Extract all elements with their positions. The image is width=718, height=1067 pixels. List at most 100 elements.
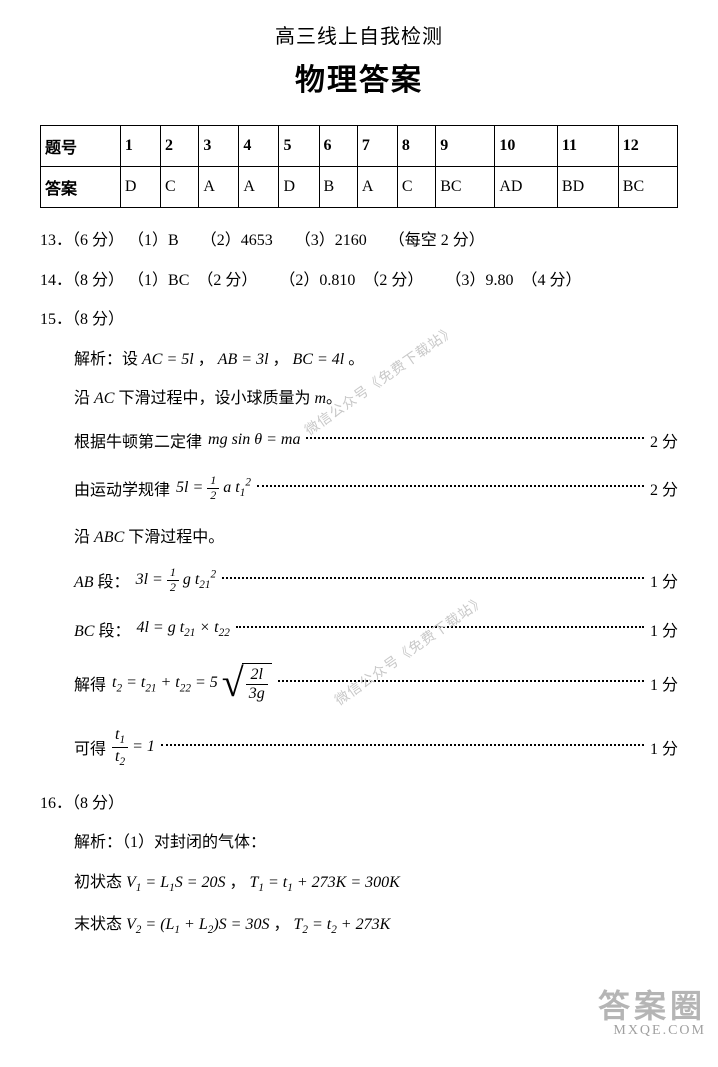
q15-ab-score: 1 分 bbox=[650, 568, 678, 592]
q15-newton-eq: mg sin θ = ma bbox=[208, 431, 300, 449]
col-header: 2 bbox=[160, 126, 198, 167]
q15-ab-row: AB 段： 3l = 12 g t212 1 分 bbox=[40, 566, 678, 595]
q15-along-ac-text: 沿 AC 下滑过程中，设小球质量为 m。 bbox=[74, 390, 342, 407]
q14-p1-score: （2 分） bbox=[197, 272, 257, 289]
dots bbox=[257, 485, 644, 487]
q13-line: 13．（6 分） （1）B （2）4653 （3）2160 （每空 2 分） bbox=[40, 228, 678, 254]
q15-ratio-score: 1 分 bbox=[650, 735, 678, 759]
q13-note: （每空 2 分） bbox=[389, 232, 485, 249]
q15-solve-score: 1 分 bbox=[650, 671, 678, 695]
q16-final-t: T2 = t2 + 273K bbox=[293, 916, 390, 933]
q15-kin-eq: 5l = 12 a t12 bbox=[176, 474, 251, 503]
q15-eq-bc: BC = 4l bbox=[293, 351, 345, 368]
q15-header: 15．（8 分） bbox=[40, 307, 678, 333]
q15-kin-score: 2 分 bbox=[650, 476, 678, 500]
q14-p3-value: 9.80 bbox=[485, 272, 513, 289]
q15-newton-row: 根据牛顿第二定律 mg sin θ = ma 2 分 bbox=[40, 428, 678, 452]
answer-cell: BD bbox=[557, 167, 618, 208]
col-header: 3 bbox=[199, 126, 239, 167]
q15-ab-eq: 3l = 12 g t212 bbox=[136, 566, 216, 595]
q14-line: 14．（8 分） （1）BC （2 分） （2）0.810 （2 分） （3）9… bbox=[40, 268, 678, 294]
q14-p2-value: 0.810 bbox=[319, 272, 355, 289]
col-header: 11 bbox=[557, 126, 618, 167]
col-header: 6 bbox=[319, 126, 357, 167]
col-header: 5 bbox=[279, 126, 319, 167]
q15-ratio-prefix: 可得 bbox=[74, 735, 106, 759]
q14-p3-score: （4 分） bbox=[521, 272, 581, 289]
q15-ratio-eq: t1 t2 = 1 bbox=[112, 726, 155, 769]
q15-bc-score: 1 分 bbox=[650, 617, 678, 641]
q13-p1-label: （1） bbox=[128, 232, 168, 249]
q15-bc-prefix: BC 段： bbox=[74, 617, 130, 641]
dots bbox=[278, 680, 644, 682]
answer-cell: A bbox=[357, 167, 397, 208]
q14-prefix: 14．（8 分） bbox=[40, 272, 124, 289]
q13-p1-value: B bbox=[168, 232, 179, 249]
q13-p3-label: （3） bbox=[295, 232, 335, 249]
q16-final-prefix: 末状态 bbox=[74, 916, 126, 933]
answer-table: 题号 1 2 3 4 5 6 7 8 9 10 11 12 答案 D C A A… bbox=[40, 125, 678, 208]
corner-url: MXQE.COM bbox=[598, 1023, 706, 1039]
row-label-header: 题号 bbox=[41, 126, 121, 167]
q15-bc-row: BC 段： 4l = g t21 × t22 1 分 bbox=[40, 617, 678, 641]
row-label-answer: 答案 bbox=[41, 167, 121, 208]
q16-init-prefix: 初状态 bbox=[74, 874, 126, 891]
dots bbox=[236, 626, 644, 628]
page: 微信公众号《免费下载站》 微信公众号《免费下载站》 高三线上自我检测 物理答案 … bbox=[0, 0, 718, 1067]
q15-newton-prefix: 根据牛顿第二定律 bbox=[74, 428, 202, 452]
q14-p1-label: （1） bbox=[128, 272, 168, 289]
q16-intro: 解析：（1）对封闭的气体： bbox=[40, 830, 678, 856]
dots bbox=[161, 744, 644, 746]
col-header: 7 bbox=[357, 126, 397, 167]
q14-p3-label: （3） bbox=[445, 272, 485, 289]
q15-solve-row: 解得 t2 = t21 + t22 = 5 √ 2l3g 1 分 bbox=[40, 663, 678, 704]
q16-init: 初状态 V1 = L1S = 20S ， T1 = t1 + 273K = 30… bbox=[40, 870, 678, 898]
q15-solve-prefix: 解得 bbox=[74, 671, 106, 695]
page-title: 物理答案 bbox=[40, 55, 678, 99]
q16-final: 末状态 V2 = (L1 + L2)S = 30S ， T2 = t2 + 27… bbox=[40, 912, 678, 940]
q15-eq-ac: AC = 5l bbox=[142, 351, 194, 368]
answer-cell: BC bbox=[436, 167, 495, 208]
q14-p2-label: （2） bbox=[279, 272, 319, 289]
q15-ratio-row: 可得 t1 t2 = 1 1 分 bbox=[40, 726, 678, 769]
q13-p3-value: 2160 bbox=[335, 232, 367, 249]
q15-kin-prefix: 由运动学规律 bbox=[74, 476, 170, 500]
watermark-1: 微信公众号《免费下载站》 bbox=[301, 320, 460, 440]
q16-init-t: T1 = t1 + 273K = 300K bbox=[250, 874, 400, 891]
answer-cell: A bbox=[199, 167, 239, 208]
q16-final-v: V2 = (L1 + L2)S = 30S bbox=[126, 916, 273, 933]
q15-ab-prefix: AB 段： bbox=[74, 568, 130, 592]
col-header: 1 bbox=[120, 126, 160, 167]
q15-along-abc: 沿 ABC 下滑过程中。 bbox=[40, 525, 678, 551]
dots bbox=[222, 577, 644, 579]
table-row-header: 题号 1 2 3 4 5 6 7 8 9 10 11 12 bbox=[41, 126, 678, 167]
q14-p1-value: BC bbox=[168, 272, 189, 289]
answer-cell: BC bbox=[618, 167, 677, 208]
q15-setup-prefix: 解析：设 bbox=[74, 351, 142, 368]
table-row-answers: 答案 D C A A D B A C BC AD BD BC bbox=[41, 167, 678, 208]
q15-newton-score: 2 分 bbox=[650, 428, 678, 452]
col-header: 8 bbox=[397, 126, 435, 167]
q16-header: 16．（8 分） bbox=[40, 791, 678, 817]
page-supertitle: 高三线上自我检测 bbox=[40, 20, 678, 49]
q13-p2-value: 4653 bbox=[241, 232, 273, 249]
col-header: 4 bbox=[239, 126, 279, 167]
answer-cell: B bbox=[319, 167, 357, 208]
answer-cell: AD bbox=[495, 167, 558, 208]
answer-cell: C bbox=[160, 167, 198, 208]
col-header: 9 bbox=[436, 126, 495, 167]
answer-cell: D bbox=[120, 167, 160, 208]
q15-along-ac: 沿 AC 下滑过程中，设小球质量为 m。 bbox=[40, 386, 678, 412]
q13-prefix: 13．（6 分） bbox=[40, 232, 124, 249]
q15-eq-ab: AB = 3l bbox=[218, 351, 269, 368]
q13-p2-label: （2） bbox=[201, 232, 241, 249]
answer-cell: A bbox=[239, 167, 279, 208]
col-header: 12 bbox=[618, 126, 677, 167]
corner-cn: 答案圈 bbox=[598, 981, 706, 1027]
corner-watermark: 答案圈 MXQE.COM bbox=[598, 981, 706, 1039]
q15-setup: 解析：设 AC = 5l ， AB = 3l ， BC = 4l 。 bbox=[40, 347, 678, 373]
q14-p2-score: （2 分） bbox=[363, 272, 423, 289]
dots bbox=[306, 437, 644, 439]
answer-cell: D bbox=[279, 167, 319, 208]
q15-kinematics-row: 由运动学规律 5l = 12 a t12 2 分 bbox=[40, 474, 678, 503]
